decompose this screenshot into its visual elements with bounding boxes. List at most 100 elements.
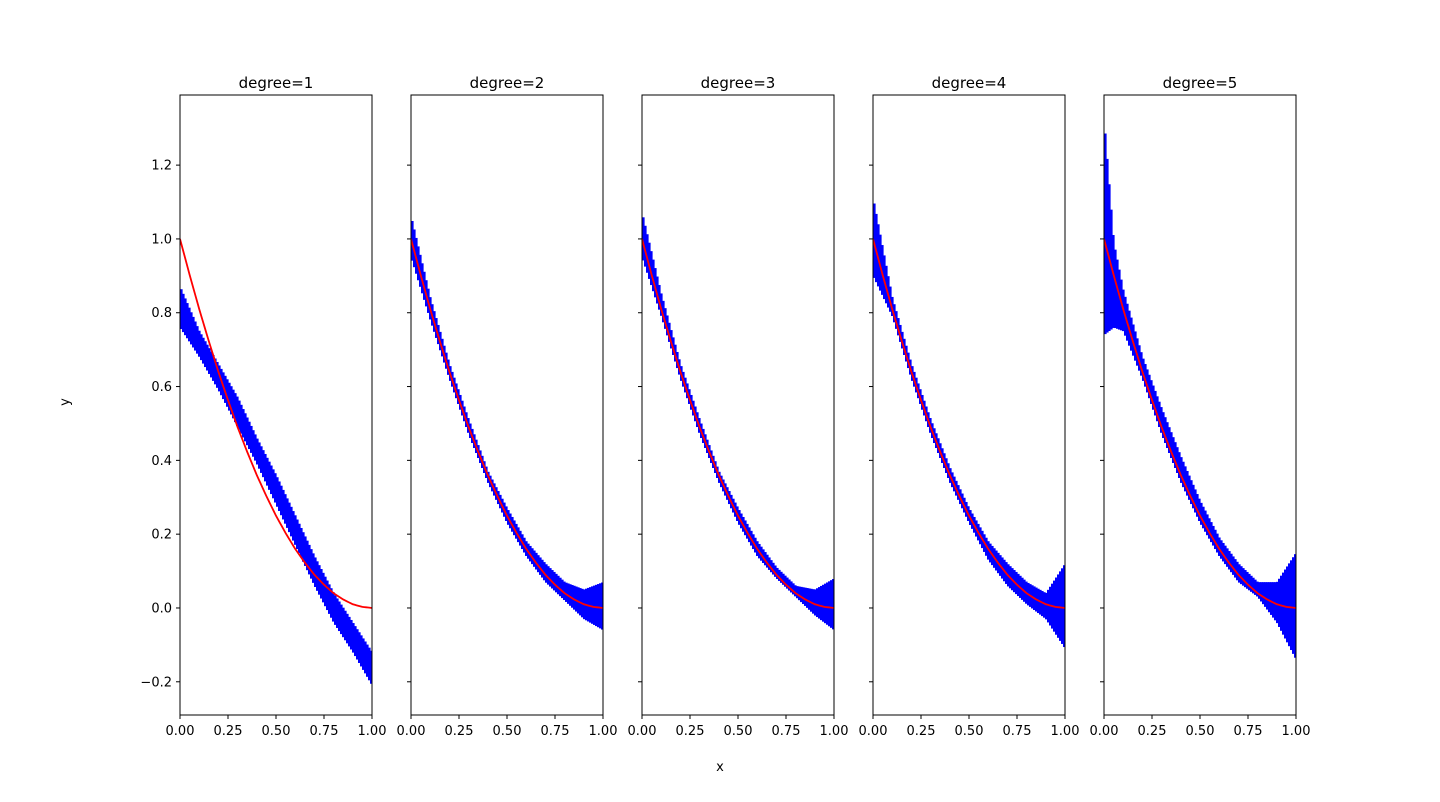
plot-area	[180, 238, 372, 684]
band-segment	[820, 585, 823, 621]
band-segment	[1246, 571, 1249, 589]
band-segment	[258, 442, 261, 469]
band-segment	[1208, 518, 1211, 539]
plot-area	[642, 217, 834, 630]
true-function-line	[642, 238, 834, 609]
chart-panels: degree=1 0.00 0.25 0.50 0.75 1.00 −0.2 0.0 0.2 0.…	[140, 74, 1310, 739]
band-segment	[370, 650, 372, 684]
band-segment	[1104, 133, 1107, 335]
band-segment	[186, 303, 189, 339]
band-segment	[800, 586, 803, 603]
band-segment	[226, 379, 229, 407]
x-tick-label: 0.50	[493, 724, 522, 739]
band-segment	[1182, 461, 1185, 488]
band-segment	[1194, 489, 1197, 513]
band-segment	[798, 586, 801, 601]
band-segment	[368, 647, 371, 681]
band-segment	[644, 225, 647, 267]
true-function-line	[873, 238, 1065, 609]
band-segment	[276, 477, 279, 507]
band-segment	[1288, 563, 1291, 647]
band-segment	[266, 457, 269, 486]
prediction-band	[873, 203, 1065, 648]
band-segment	[599, 583, 602, 629]
x-tick-label: 0.00	[397, 724, 426, 739]
y-tick-label: 0.8	[151, 306, 172, 321]
plot-area	[411, 221, 603, 630]
band-segment	[240, 404, 243, 434]
band-segment	[565, 582, 568, 602]
band-segment	[804, 587, 807, 606]
band-segment	[1262, 582, 1265, 605]
band-segment	[832, 579, 834, 630]
x-tick-label: 1.00	[1051, 724, 1080, 739]
band-segment	[322, 572, 325, 603]
band-segment	[188, 307, 191, 342]
band-segment	[1160, 407, 1163, 433]
band-segment	[228, 382, 231, 411]
band-segment	[1047, 589, 1050, 623]
band-segment	[1106, 158, 1109, 333]
band-segment	[814, 589, 817, 616]
band-segment	[1248, 573, 1251, 591]
band-segment	[212, 355, 215, 381]
band-segment	[642, 217, 645, 261]
prediction-band	[642, 217, 834, 630]
x-tick-label: 0.00	[166, 724, 195, 739]
band-segment	[543, 562, 546, 581]
y-tick-label: 1.0	[151, 232, 172, 247]
band-segment	[284, 494, 287, 524]
band-segment	[553, 571, 556, 591]
band-segment	[1172, 437, 1175, 464]
panel-title: degree=4	[932, 74, 1007, 92]
band-segment	[1192, 484, 1195, 509]
band-segment	[766, 554, 769, 568]
band-segment	[286, 498, 289, 528]
band-segment	[808, 588, 811, 610]
band-segment	[666, 315, 669, 336]
band-segment	[196, 326, 199, 354]
band-segment	[1045, 592, 1048, 620]
axes-frame	[641, 94, 835, 716]
band-segment	[1178, 452, 1181, 478]
panel-2: degree=2 0.00 0.25 0.50 0.75 1.00	[397, 74, 618, 739]
band-segment	[780, 571, 783, 583]
band-segment	[312, 553, 315, 583]
x-tick-label: 0.25	[214, 724, 243, 739]
band-segment	[334, 595, 337, 625]
band-segment	[533, 550, 536, 567]
x-tick-label: 0.25	[907, 724, 936, 739]
band-segment	[254, 434, 257, 461]
band-segment	[1274, 582, 1277, 621]
band-segment	[326, 580, 329, 611]
band-segment	[358, 632, 361, 663]
band-segment	[1202, 506, 1205, 529]
band-segment	[194, 321, 197, 351]
band-segment	[1144, 364, 1147, 387]
band-segment	[1156, 396, 1159, 422]
band-segment	[1272, 582, 1275, 618]
band-segment	[656, 276, 659, 304]
band-segment	[658, 284, 661, 310]
band-segment	[302, 532, 305, 562]
prediction-band	[180, 289, 372, 684]
band-segment	[662, 300, 665, 323]
y-axis-label: y	[58, 398, 73, 406]
band-segment	[1218, 537, 1221, 556]
band-segment	[1152, 385, 1155, 410]
band-segment	[1232, 556, 1235, 575]
band-segment	[364, 641, 367, 674]
band-segment	[1150, 380, 1153, 404]
band-segment	[786, 577, 789, 589]
band-segment	[216, 361, 219, 388]
x-tick-label: 0.25	[445, 724, 474, 739]
prediction-band	[411, 221, 603, 630]
band-segment	[575, 586, 578, 612]
band-segment	[206, 344, 209, 371]
band-segment	[1138, 345, 1141, 371]
band-segment	[782, 573, 785, 585]
band-segment	[190, 312, 193, 345]
band-segment	[1294, 554, 1296, 658]
band-segment	[772, 562, 775, 575]
band-segment	[1222, 542, 1225, 562]
